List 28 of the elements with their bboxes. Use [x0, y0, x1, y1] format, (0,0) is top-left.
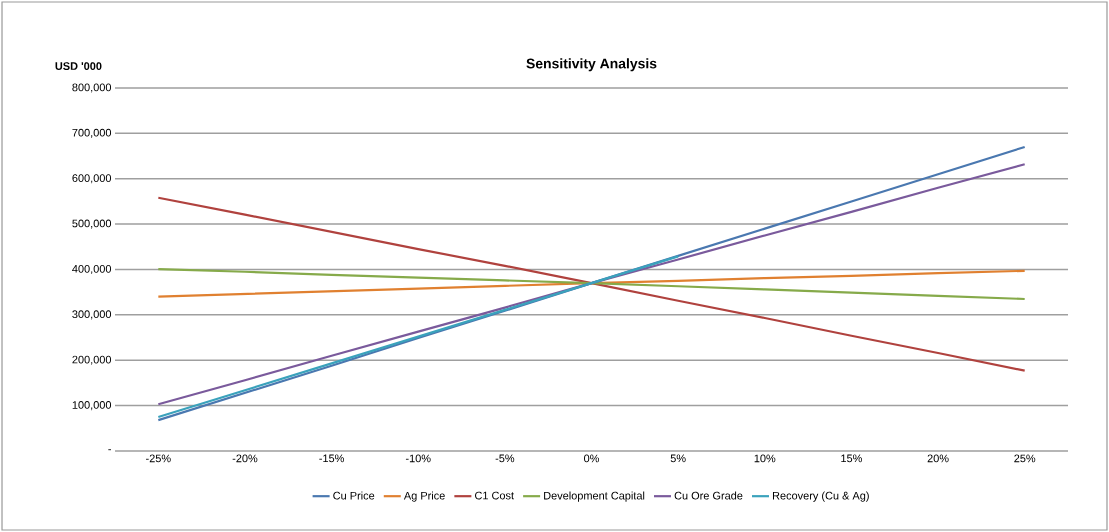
y-tick-label: 300,000 — [72, 310, 112, 320]
x-tick-label: 0% — [584, 454, 600, 463]
y-tick-label: 200,000 — [72, 355, 112, 365]
x-tick-label: 10% — [754, 454, 776, 463]
legend-label: Cu Ore Grade — [674, 491, 743, 500]
chart-title: Sensitivity Analysis — [526, 58, 657, 72]
y-tick-label: 400,000 — [72, 264, 112, 275]
y-tick-label: 500,000 — [72, 219, 112, 229]
legend-label: Recovery (Cu & Ag) — [772, 491, 869, 502]
legend-label: Cu Price — [333, 491, 375, 500]
x-tick-label: -20% — [232, 454, 258, 463]
y-tick-label: 100,000 — [72, 401, 112, 411]
x-tick-label: -5% — [495, 454, 515, 463]
x-tick-label: 25% — [1014, 454, 1036, 463]
y-tick-label: 600,000 — [72, 174, 112, 184]
y-axis-title: USD '000 — [55, 62, 102, 70]
legend-label: Ag Price — [403, 491, 445, 502]
x-tick-label: -10% — [405, 454, 431, 463]
y-tick-label: 800,000 — [72, 83, 112, 93]
x-tick-label: 15% — [841, 454, 862, 463]
legend-label: C1 Cost — [475, 491, 514, 500]
x-tick-label: -25% — [146, 454, 171, 463]
x-tick-label: 20% — [927, 454, 949, 463]
legend-label: Development Capital — [544, 491, 645, 502]
x-tick-label: 5% — [670, 454, 686, 463]
x-tick-label: -15% — [319, 454, 344, 463]
y-tick-label: 700,000 — [72, 128, 112, 138]
y-tick-label: - — [108, 449, 111, 451]
